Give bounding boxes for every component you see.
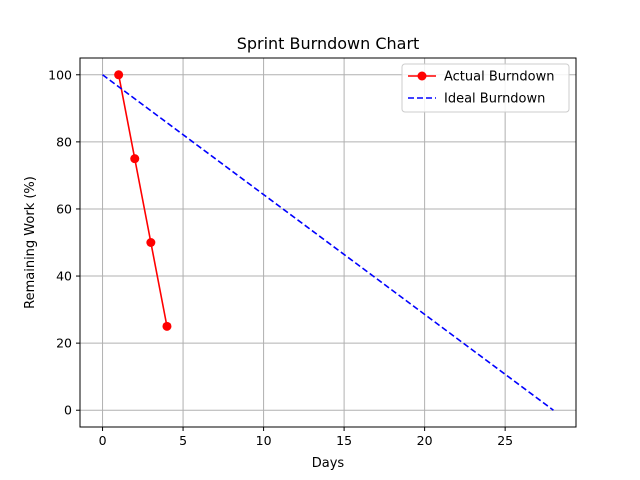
ticks-layer: 0 5 10 15 20 25 0 20 40 60 80 100 [48, 67, 513, 448]
series-line-1 [117, 74, 168, 327]
y-tick-label: 20 [56, 336, 72, 351]
series-layer [102, 70, 554, 411]
legend-swatch-marker [417, 71, 427, 81]
x-tick-label: 5 [179, 433, 187, 448]
y-tick-label: 60 [56, 201, 72, 216]
chart-title: Sprint Burndown Chart [237, 34, 420, 53]
x-tick-label: 20 [417, 433, 433, 448]
y-tick-label: 80 [56, 134, 72, 149]
plot-frame [79, 57, 577, 428]
series-point-1 [162, 321, 172, 331]
y-axis-label: Remaining Work (%) [23, 176, 38, 309]
x-axis-label: Days [312, 456, 345, 471]
series-line-2 [102, 74, 554, 411]
series-point-1 [114, 70, 124, 80]
series-point-1 [146, 238, 156, 247]
legend-box [401, 63, 570, 113]
legend-entry-label: Actual Burndown [444, 70, 554, 85]
series-point-1 [130, 154, 140, 164]
x-tick-label: 0 [99, 433, 107, 448]
legend-entry-label: Ideal Burndown [444, 92, 545, 107]
y-tick-label: 40 [56, 269, 72, 284]
y-tick-label: 100 [48, 67, 72, 82]
x-tick-label: 15 [336, 433, 352, 448]
grid-layer [80, 58, 576, 427]
y-tick-label: 0 [64, 403, 72, 418]
x-tick-label: 25 [497, 433, 513, 448]
x-tick-label: 10 [256, 433, 272, 448]
legend: Actual Burndown Ideal Burndown [401, 63, 570, 113]
